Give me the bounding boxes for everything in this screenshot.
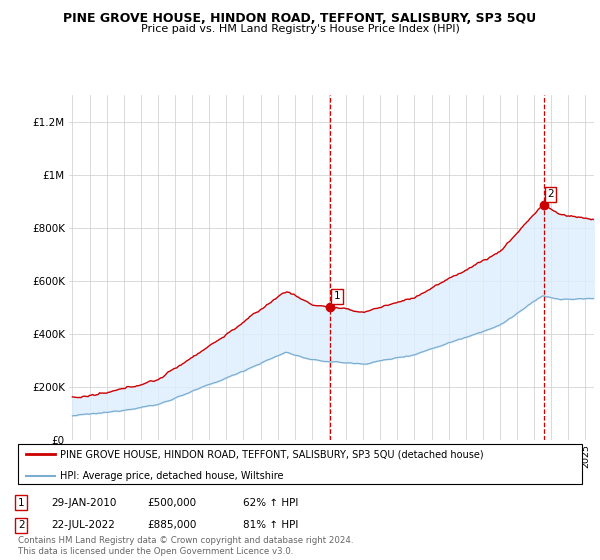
Text: 2: 2 [18,520,25,530]
Text: 81% ↑ HPI: 81% ↑ HPI [243,520,298,530]
Text: 22-JUL-2022: 22-JUL-2022 [51,520,115,530]
Text: PINE GROVE HOUSE, HINDON ROAD, TEFFONT, SALISBURY, SP3 5QU: PINE GROVE HOUSE, HINDON ROAD, TEFFONT, … [64,12,536,25]
Text: 1: 1 [18,498,25,508]
Text: £885,000: £885,000 [147,520,196,530]
Text: 2: 2 [547,189,554,199]
Text: 62% ↑ HPI: 62% ↑ HPI [243,498,298,508]
Text: PINE GROVE HOUSE, HINDON ROAD, TEFFONT, SALISBURY, SP3 5QU (detached house): PINE GROVE HOUSE, HINDON ROAD, TEFFONT, … [60,449,484,459]
Text: Price paid vs. HM Land Registry's House Price Index (HPI): Price paid vs. HM Land Registry's House … [140,24,460,34]
Text: Contains HM Land Registry data © Crown copyright and database right 2024.
This d: Contains HM Land Registry data © Crown c… [18,536,353,556]
Text: £500,000: £500,000 [147,498,196,508]
FancyBboxPatch shape [18,444,582,484]
Text: 29-JAN-2010: 29-JAN-2010 [51,498,116,508]
Text: 1: 1 [334,291,340,301]
Text: HPI: Average price, detached house, Wiltshire: HPI: Average price, detached house, Wilt… [60,470,284,480]
